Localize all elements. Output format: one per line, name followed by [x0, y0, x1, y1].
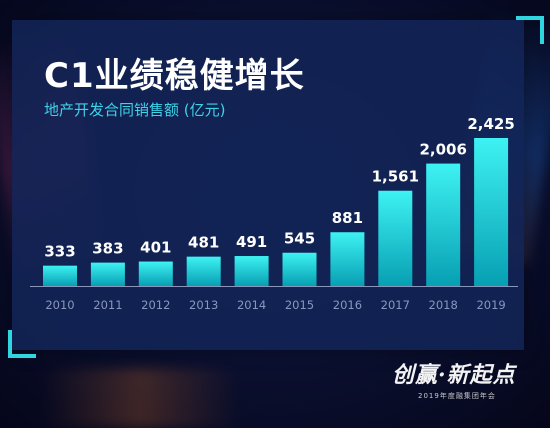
x-tick-label: 2011 [93, 298, 122, 312]
bar-value-label: 383 [92, 240, 123, 258]
x-tick-label: 2019 [476, 298, 505, 312]
event-logo-text: 创赢·新起点 [392, 362, 516, 388]
bar-2014 [234, 256, 269, 286]
x-tick-label: 2016 [333, 298, 362, 312]
bar-2017 [378, 190, 413, 286]
x-tick-label: 2013 [189, 298, 218, 312]
bar-value-label: 545 [284, 230, 315, 248]
bar-value-label: 401 [140, 239, 171, 257]
bar-2015 [282, 252, 317, 286]
chart-subtitle: 地产开发合同销售额 (亿元) [44, 101, 226, 119]
bar-2013 [186, 256, 221, 286]
x-tick-label: 2017 [381, 298, 410, 312]
bar-2011 [90, 262, 125, 286]
x-tick-label: 2012 [141, 298, 170, 312]
bar-2012 [138, 261, 173, 286]
x-tick-label: 2018 [429, 298, 458, 312]
bar-value-label: 1,561 [372, 168, 419, 186]
event-caption: 2019年度融集团年会 [418, 392, 496, 400]
bar-value-label: 2,006 [419, 141, 466, 159]
corner-bracket-bottom-left [8, 330, 36, 358]
bar-value-label: 333 [44, 243, 75, 261]
x-tick-label: 2015 [285, 298, 314, 312]
bar-2019 [474, 138, 509, 286]
chart-title: C1业绩稳健增长 [44, 56, 305, 96]
bar-value-label: 2,425 [467, 115, 514, 133]
bar-2016 [330, 232, 365, 286]
bar-value-label: 491 [236, 233, 267, 251]
bar-value-label: 881 [332, 209, 363, 227]
bar-2018 [426, 163, 461, 286]
corner-bracket-top-right [516, 16, 544, 44]
bar-2010 [43, 265, 77, 286]
x-tick-label: 2014 [237, 298, 266, 312]
bar-value-label: 481 [188, 234, 219, 252]
x-tick-label: 2010 [45, 298, 74, 312]
